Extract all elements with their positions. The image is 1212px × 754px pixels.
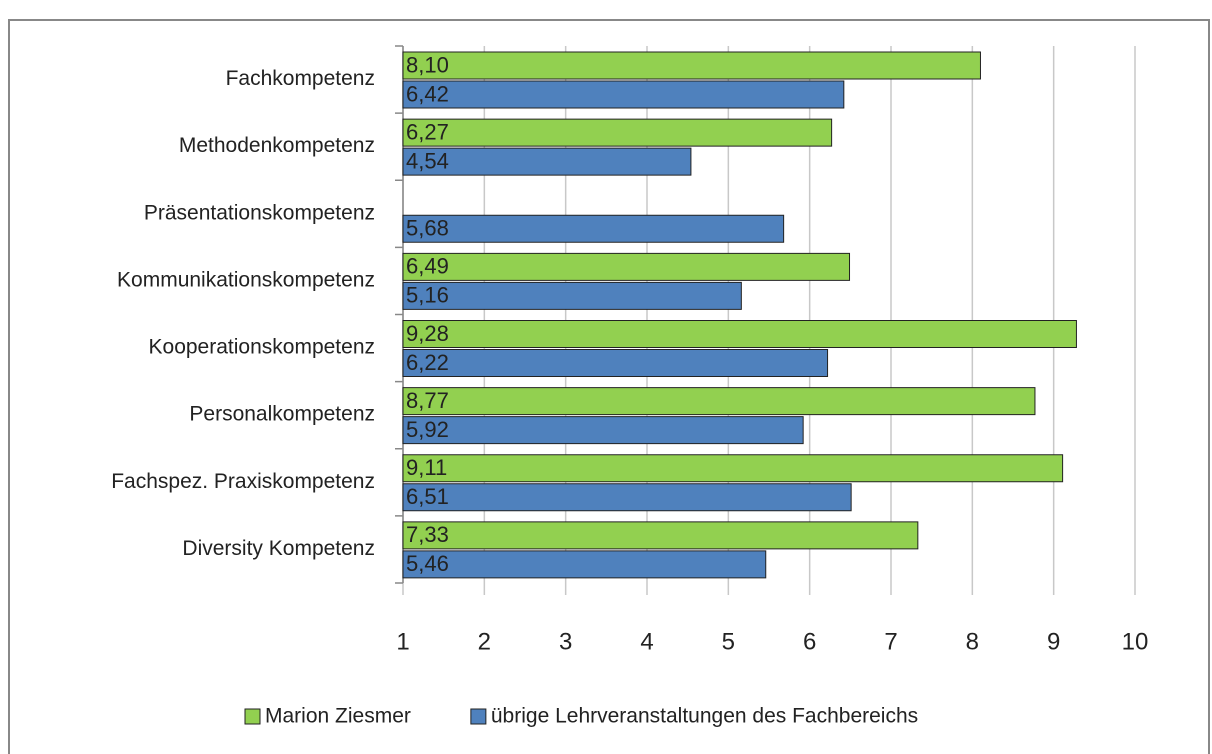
bar (402, 214, 785, 243)
y-tick-label: Präsentationskompetenz (144, 201, 375, 224)
x-tick-label: 2 (478, 628, 491, 655)
y-tick-label: Fachspez. Praxiskompetenz (111, 470, 375, 493)
y-tick-label: Methodenkompetenz (179, 134, 375, 157)
value-label: 6,51 (406, 484, 449, 509)
x-tick-label: 5 (722, 628, 735, 655)
bar (402, 281, 742, 310)
x-tick-label: 6 (803, 628, 816, 655)
bar (402, 387, 1036, 416)
bar (402, 320, 1077, 348)
y-tick-label: Fachkompetenz (226, 67, 375, 90)
value-label: 8,10 (406, 52, 449, 77)
x-tick-label: 1 (396, 628, 409, 655)
legend-label: Marion Ziesmer (265, 705, 411, 728)
legend-label: übrige Lehrveranstaltungen des Fachberei… (491, 705, 918, 728)
value-label: 5,16 (406, 283, 449, 308)
value-label: 9,28 (406, 321, 449, 346)
x-tick-label: 9 (1047, 628, 1060, 655)
legend-swatch (470, 708, 487, 725)
value-label: 4,54 (406, 148, 449, 173)
bar (402, 454, 1064, 483)
bar (402, 147, 692, 176)
value-label: 7,33 (406, 522, 449, 547)
bar (402, 51, 981, 80)
bar (402, 252, 851, 281)
value-label: 6,27 (406, 119, 449, 144)
bar (402, 80, 845, 109)
y-tick-label: Kooperationskompetenz (149, 336, 375, 359)
value-label: 5,92 (406, 417, 449, 442)
bar (402, 483, 852, 512)
value-label: 9,11 (406, 455, 447, 480)
bar (402, 118, 833, 147)
bar (402, 349, 829, 377)
value-label: 6,42 (406, 81, 449, 106)
x-tick-label: 3 (559, 628, 572, 655)
y-tick-label: Personalkompetenz (189, 403, 375, 426)
bar (402, 550, 767, 579)
bar (402, 416, 804, 445)
value-label: 5,68 (406, 216, 449, 241)
value-label: 6,49 (406, 254, 449, 279)
x-tick-label: 10 (1122, 628, 1149, 655)
x-tick-label: 4 (640, 628, 653, 655)
value-label: 8,77 (406, 388, 449, 413)
x-tick-label: 7 (884, 628, 897, 655)
y-tick-label: Kommunikationskompetenz (117, 268, 375, 291)
bar (402, 521, 919, 550)
value-label: 5,46 (406, 551, 449, 576)
x-tick-label: 8 (966, 628, 979, 655)
value-label: 6,22 (406, 350, 449, 375)
legend-swatch (244, 708, 261, 725)
y-tick-label: Diversity Kompetenz (182, 537, 375, 560)
